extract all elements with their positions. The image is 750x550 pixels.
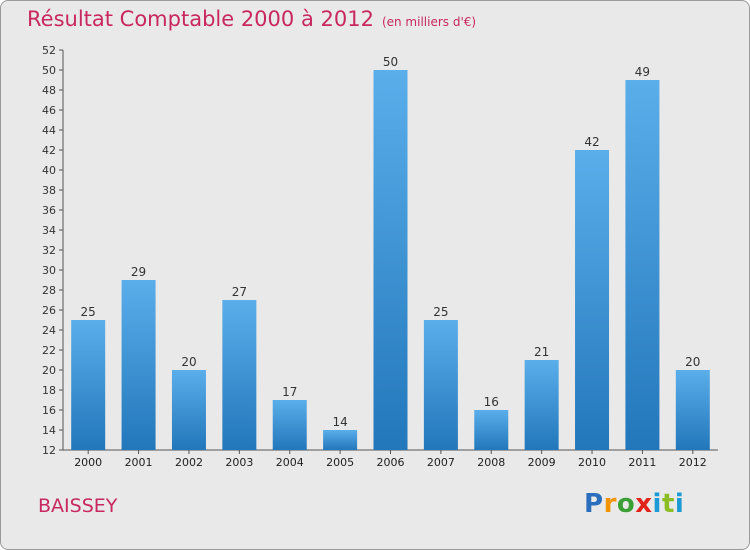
- logo-letter: P: [584, 489, 604, 519]
- bar: [171, 370, 206, 450]
- x-tick-label: 2006: [377, 456, 405, 469]
- bar-value-label: 16: [484, 395, 499, 409]
- bar: [272, 400, 307, 450]
- x-tick-label: 2000: [74, 456, 102, 469]
- y-tick-label: 22: [42, 344, 56, 357]
- y-tick-label: 18: [42, 384, 56, 397]
- y-tick-label: 46: [42, 104, 56, 117]
- y-tick-label: 32: [42, 244, 56, 257]
- bar-value-label: 25: [433, 305, 448, 319]
- bar: [423, 320, 458, 450]
- bar: [575, 150, 610, 450]
- x-tick-label: 2001: [125, 456, 153, 469]
- x-tick-label: 2009: [528, 456, 556, 469]
- x-tick-label: 2008: [477, 456, 505, 469]
- bar-value-label: 27: [232, 285, 247, 299]
- logo-letter: i: [652, 489, 662, 519]
- bar-value-label: 49: [635, 65, 650, 79]
- x-tick-label: 2007: [427, 456, 455, 469]
- y-tick-label: 52: [42, 44, 56, 57]
- y-tick-label: 36: [42, 204, 56, 217]
- y-tick-label: 14: [42, 424, 56, 437]
- bar-value-label: 42: [584, 135, 599, 149]
- y-tick-label: 40: [42, 164, 56, 177]
- bar-value-label: 21: [534, 345, 549, 359]
- bar: [373, 70, 408, 450]
- bar-value-label: 20: [685, 355, 700, 369]
- y-tick-label: 28: [42, 284, 56, 297]
- x-tick-label: 2002: [175, 456, 203, 469]
- y-tick-label: 38: [42, 184, 56, 197]
- bar: [524, 360, 559, 450]
- y-tick-label: 50: [42, 64, 56, 77]
- logo-letter: x: [635, 489, 653, 519]
- y-tick-label: 44: [42, 124, 56, 137]
- chart-bars: [71, 70, 710, 450]
- y-tick-label: 16: [42, 404, 56, 417]
- y-tick-label: 48: [42, 84, 56, 97]
- bar: [222, 300, 257, 450]
- bar: [323, 430, 358, 450]
- y-tick-label: 20: [42, 364, 56, 377]
- bar-value-label: 25: [81, 305, 96, 319]
- bar-value-label: 14: [332, 415, 347, 429]
- commune-name: BAISSEY: [38, 495, 118, 517]
- y-tick-label: 26: [42, 304, 56, 317]
- proxiti-logo: Proxiti: [584, 489, 684, 519]
- logo-letter: i: [674, 489, 685, 519]
- bar-value-label: 29: [131, 265, 146, 279]
- x-tick-label: 2003: [225, 456, 253, 469]
- chart-title-block: Résultat Comptable 2000 à 2012 (en millie…: [27, 7, 476, 31]
- bar: [474, 410, 509, 450]
- bar-value-label: 20: [181, 355, 196, 369]
- bar: [71, 320, 106, 450]
- x-tick-label: 2005: [326, 456, 354, 469]
- y-tick-label: 12: [42, 444, 56, 457]
- chart-subtitle: (en milliers d'€): [381, 15, 477, 29]
- x-tick-label: 2011: [628, 456, 656, 469]
- y-tick-label: 30: [42, 264, 56, 277]
- chart-labels: 2000 25 2001 29 2002 20 2003 27 2004 17 2005 14 2006…: [74, 55, 707, 469]
- y-tick-label: 34: [42, 224, 56, 237]
- y-tick-label: 42: [42, 144, 56, 157]
- y-tick-label: 24: [42, 324, 56, 337]
- logo-letter: r: [603, 489, 617, 519]
- bar: [675, 370, 710, 450]
- bar: [121, 280, 156, 450]
- bar-value-label: 17: [282, 385, 297, 399]
- x-tick-label: 2012: [679, 456, 707, 469]
- x-tick-label: 2010: [578, 456, 606, 469]
- bar-value-label: 50: [383, 55, 398, 69]
- chart-title: Résultat Comptable 2000 à 2012: [27, 7, 374, 31]
- x-tick-label: 2004: [276, 456, 304, 469]
- logo-letter: o: [616, 489, 636, 519]
- logo-letter: t: [661, 489, 675, 519]
- bar: [625, 80, 660, 450]
